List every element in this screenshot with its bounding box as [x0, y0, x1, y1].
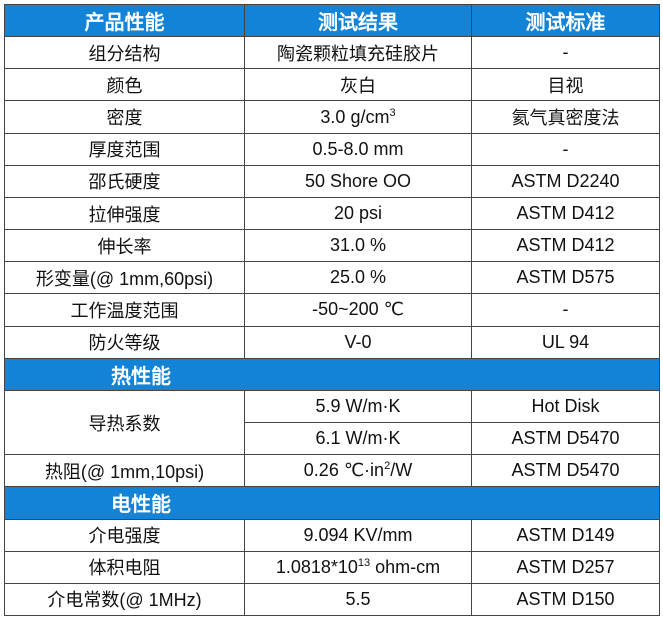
table-row: 厚度范围 0.5-8.0 mm - — [4, 132, 660, 166]
table-row: 伸长率 31.0 % ASTM D412 — [4, 229, 660, 263]
result-text: 1.0818*10 — [275, 556, 358, 577]
header-result: 测试结果 — [244, 3, 472, 38]
result-superscript: 2 — [384, 460, 391, 473]
standard-cell: Hot Disk — [471, 389, 660, 424]
result-cell: 50 Shore OO — [244, 164, 472, 198]
standard-cell: ASTM D150 — [471, 582, 660, 617]
table-row: 介电常数(@ 1MHz) 5.5 ASTM D150 — [4, 582, 660, 617]
section-row-electrical: 电性能 — [4, 486, 660, 520]
property-cell: 密度 — [4, 100, 245, 134]
result-cell: 0.26 ℃·in2/W — [244, 454, 472, 488]
table-row: 组分结构 陶瓷颗粒填充硅胶片 - — [4, 36, 660, 70]
property-cell: 邵氏硬度 — [4, 164, 245, 198]
result-cell: 1.0818*1013 ohm-cm — [244, 550, 472, 584]
result-cell: 31.0 % — [244, 229, 472, 263]
table-row: 导热系数 5.9 W/m·K Hot Disk — [4, 389, 660, 456]
result-cell: 20 psi — [244, 196, 472, 231]
standard-cell: ASTM D412 — [471, 196, 660, 231]
result-text: 0.26 ℃·in — [303, 460, 385, 481]
standard-cell: ASTM D5470 — [471, 422, 660, 456]
standard-cell: ASTM D412 — [471, 229, 660, 263]
standard-cell: ASTM D149 — [471, 518, 660, 552]
property-cell: 介电常数(@ 1MHz) — [4, 582, 245, 617]
section-title-electrical: 电性能 — [4, 486, 660, 520]
property-cell: 组分结构 — [4, 36, 245, 70]
property-cell: 伸长率 — [4, 229, 245, 263]
property-cell: 热阻(@ 1mm,10psi) — [4, 454, 245, 488]
result-cell: 0.5-8.0 mm — [244, 132, 472, 166]
table-row: 密度 3.0 g/cm3 氦气真密度法 — [4, 100, 660, 134]
standard-cell: - — [471, 132, 660, 166]
standard-cell: - — [471, 36, 660, 70]
result-cell: 5.9 W/m·K — [244, 389, 472, 424]
result-cell: V-0 — [244, 325, 472, 359]
header-standard: 测试标准 — [471, 3, 660, 38]
result-cell: 25.0 % — [244, 261, 472, 295]
result-text-suffix: /W — [390, 460, 413, 481]
table-row: 介电强度 9.094 KV/mm ASTM D149 — [4, 518, 660, 552]
result-text-suffix: ohm-cm — [370, 556, 441, 577]
table-row: 邵氏硬度 50 Shore OO ASTM D2240 — [4, 164, 660, 198]
table-row: 体积电阻 1.0818*1013 ohm-cm ASTM D257 — [4, 550, 660, 584]
standard-cell: ASTM D2240 — [471, 164, 660, 198]
table-row: 形变量(@ 1mm,60psi) 25.0 % ASTM D575 — [4, 261, 660, 295]
property-cell: 导热系数 — [4, 389, 245, 456]
result-superscript: 3 — [389, 106, 396, 119]
property-cell: 体积电阻 — [4, 550, 245, 584]
standard-cell: UL 94 — [471, 325, 660, 359]
result-cell: 3.0 g/cm3 — [244, 100, 472, 134]
property-cell: 介电强度 — [4, 518, 245, 552]
result-cell: 9.094 KV/mm — [244, 518, 472, 552]
section-title-thermal: 热性能 — [4, 357, 660, 391]
header-row: 产品性能 测试结果 测试标准 — [4, 3, 660, 38]
result-cell: -50~200 ℃ — [244, 293, 472, 327]
section-row-thermal: 热性能 — [4, 357, 660, 391]
table-row: 颜色 灰白 目视 — [4, 68, 660, 102]
property-cell: 工作温度范围 — [4, 293, 245, 327]
table-row: 工作温度范围 -50~200 ℃ - — [4, 293, 660, 327]
spec-table: 产品性能 测试结果 测试标准 组分结构 陶瓷颗粒填充硅胶片 - 颜色 灰白 目视… — [4, 3, 660, 617]
standard-cell: 目视 — [471, 68, 660, 102]
table-row: 热阻(@ 1mm,10psi) 0.26 ℃·in2/W ASTM D5470 — [4, 454, 660, 488]
standard-cell: ASTM D575 — [471, 261, 660, 295]
result-superscript: 13 — [357, 556, 371, 569]
property-cell: 厚度范围 — [4, 132, 245, 166]
standard-cell: ASTM D5470 — [471, 454, 660, 488]
result-text: 3.0 g/cm — [320, 106, 390, 127]
result-cell: 6.1 W/m·K — [244, 422, 472, 456]
property-cell: 防火等级 — [4, 325, 245, 359]
property-cell: 形变量(@ 1mm,60psi) — [4, 261, 245, 295]
result-cell: 5.5 — [244, 582, 472, 617]
standard-cell: - — [471, 293, 660, 327]
property-cell: 颜色 — [4, 68, 245, 102]
standard-cell: 氦气真密度法 — [471, 100, 660, 134]
property-cell: 拉伸强度 — [4, 196, 245, 231]
table-row: 6.1 W/m·K ASTM D5470 — [5, 422, 660, 456]
table-row: 防火等级 V-0 UL 94 — [4, 325, 660, 359]
header-property: 产品性能 — [4, 3, 245, 38]
table-row: 拉伸强度 20 psi ASTM D412 — [4, 196, 660, 231]
result-cell: 陶瓷颗粒填充硅胶片 — [244, 36, 472, 70]
standard-cell: ASTM D257 — [471, 550, 660, 584]
result-cell: 灰白 — [244, 68, 472, 102]
